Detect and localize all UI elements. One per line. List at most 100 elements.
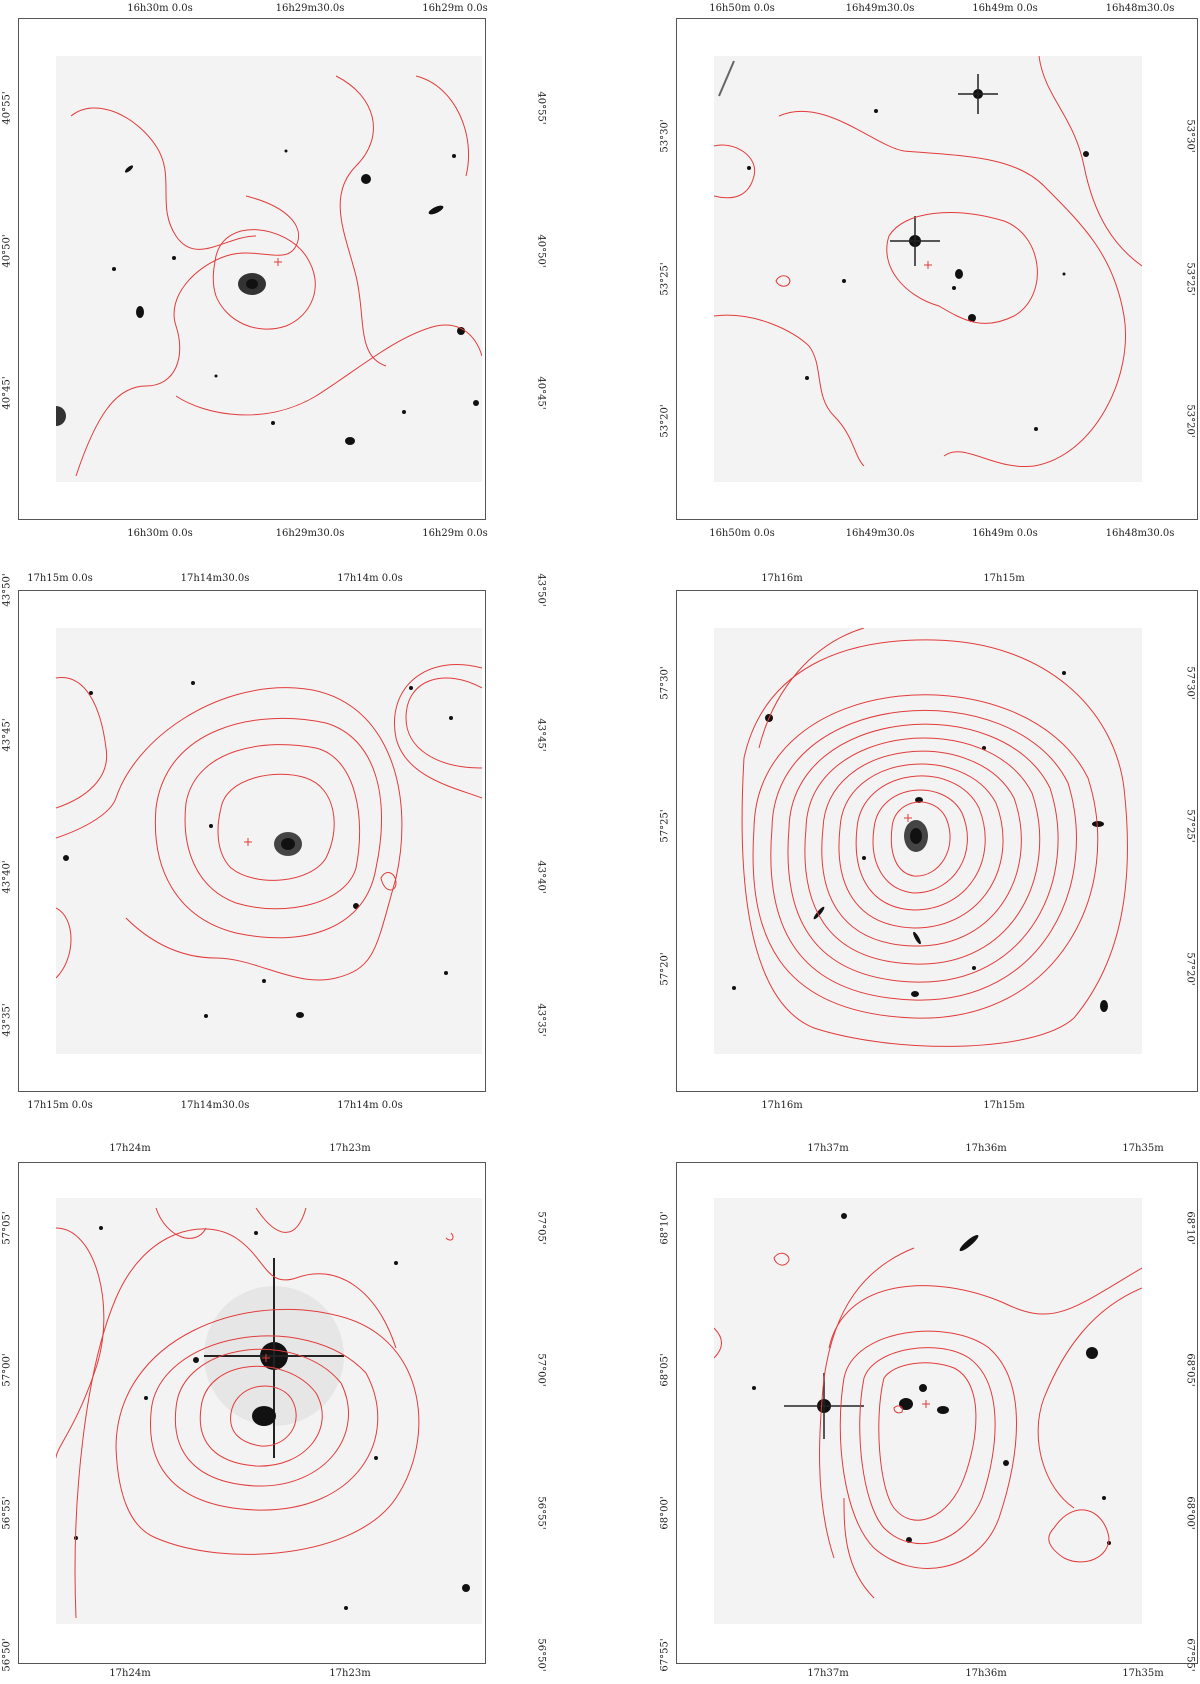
star <box>444 971 448 975</box>
dec-tick-label-left: 53°25' <box>659 262 671 296</box>
panel-2-frame <box>676 18 1198 520</box>
dec-tick-label-right: 68°10' <box>1184 1211 1196 1245</box>
dec-tick-label-left: 40°50' <box>1 234 13 268</box>
dec-tick-label-left: 57°00' <box>1 1353 13 1387</box>
galaxy <box>919 1384 927 1392</box>
dec-tick-label-right: 56°55' <box>535 1496 547 1530</box>
star <box>752 1386 756 1390</box>
panel-5-frame <box>18 1162 486 1664</box>
star <box>473 400 479 406</box>
star <box>344 1606 348 1610</box>
ra-tick-label-bottom: 16h30m 0.0s <box>127 528 193 539</box>
panel-6-contours <box>714 1247 1142 1599</box>
ra-tick-label-bottom: 16h29m30.0s <box>275 528 345 539</box>
panel-6-sky-image <box>714 1198 1142 1624</box>
ra-tick-label-top: 17h14m 0.0s <box>337 573 403 584</box>
star <box>1102 1496 1106 1500</box>
dec-tick-label-right: 40°55' <box>535 91 547 125</box>
galaxy <box>1086 1347 1098 1359</box>
star <box>972 966 976 970</box>
dec-tick-label-right: 53°20' <box>1184 404 1196 438</box>
star <box>1083 151 1089 157</box>
galaxy <box>345 437 355 445</box>
dec-tick-label-left: 43°45' <box>1 718 13 752</box>
galaxy <box>281 838 295 850</box>
galaxy <box>910 828 922 844</box>
dec-tick-label-right: 56°50' <box>535 1638 547 1672</box>
star <box>144 1396 148 1400</box>
dec-tick-label-right: 57°05' <box>535 1211 547 1245</box>
dec-tick-label-right: 53°25' <box>1184 262 1196 296</box>
dec-tick-label-left: 43°40' <box>1 860 13 894</box>
ra-tick-label-bottom: 17h36m <box>965 1668 1007 1679</box>
panel-2-contours <box>714 56 1142 468</box>
dec-tick-label-right: 57°30' <box>1184 666 1196 700</box>
star <box>191 681 195 685</box>
star <box>374 1456 378 1460</box>
galaxy <box>361 174 371 184</box>
center-cross <box>244 838 252 846</box>
dec-tick-label-left: 57°05' <box>1 1211 13 1245</box>
dec-tick-label-left: 57°30' <box>659 666 671 700</box>
ra-tick-label-bottom: 17h14m 0.0s <box>337 1100 403 1111</box>
star <box>89 691 93 695</box>
star <box>732 986 736 990</box>
panel-1-overlay <box>56 75 482 477</box>
dec-tick-label-right: 57°00' <box>535 1353 547 1387</box>
star <box>214 374 218 378</box>
dec-tick-label-left: 40°55' <box>1 91 13 125</box>
star <box>209 824 213 828</box>
ra-tick-label-top: 17h14m30.0s <box>180 573 250 584</box>
panel-4-overlay <box>732 628 1128 1047</box>
panel-3-sky-image <box>56 628 482 1054</box>
star <box>284 149 288 153</box>
star-spikes <box>890 216 940 266</box>
star <box>254 1231 258 1235</box>
dec-tick-label-left: 68°05' <box>659 1353 671 1387</box>
star <box>63 855 69 861</box>
galaxy <box>899 1398 913 1410</box>
ra-tick-label-top: 17h24m <box>109 1143 151 1154</box>
panel-5-sky-image <box>56 1198 482 1624</box>
ra-tick-label-top: 16h49m 0.0s <box>972 3 1038 14</box>
star <box>805 376 809 380</box>
panel-6-frame <box>676 1162 1198 1664</box>
dec-tick-label-right: 40°50' <box>535 234 547 268</box>
star <box>874 109 878 113</box>
star <box>56 406 66 426</box>
dec-tick-label-right: 57°20' <box>1184 952 1196 986</box>
ra-tick-label-bottom: 17h15m 0.0s <box>27 1100 93 1111</box>
star <box>99 1226 103 1230</box>
dec-tick-label-right: 43°40' <box>535 860 547 894</box>
star <box>1062 272 1066 276</box>
galaxy <box>252 1406 276 1426</box>
ra-tick-label-top: 17h36m <box>965 1143 1007 1154</box>
dec-tick-label-left: 43°35' <box>1 1003 13 1037</box>
center-cross <box>904 814 912 822</box>
galaxy <box>952 286 956 290</box>
panel-1-frame <box>18 18 486 520</box>
center-cross <box>262 1354 270 1362</box>
galaxy <box>246 279 258 289</box>
ra-tick-label-top: 17h37m <box>807 1143 849 1154</box>
galaxy <box>124 165 134 173</box>
dec-tick-label-right: 53°30' <box>1184 119 1196 153</box>
dec-tick-label-left: 53°20' <box>659 404 671 438</box>
star <box>1003 1460 1009 1466</box>
star <box>1034 427 1038 431</box>
dec-tick-label-left: 53°30' <box>659 119 671 153</box>
star <box>353 903 359 909</box>
star <box>747 166 751 170</box>
dec-tick-label-left: 56°55' <box>1 1496 13 1530</box>
dec-tick-label-right: 67°55' <box>1184 1638 1196 1672</box>
galaxy <box>428 205 444 215</box>
panel-1-sky-image <box>56 56 482 482</box>
star <box>862 856 866 860</box>
star <box>394 1261 398 1265</box>
star <box>193 1357 199 1363</box>
ra-tick-label-bottom: 17h37m <box>807 1668 849 1679</box>
ra-tick-label-bottom: 17h15m <box>983 1100 1025 1111</box>
panel-1-contours <box>70 75 482 477</box>
dec-tick-label-left: 67°55' <box>659 1638 671 1672</box>
ra-tick-label-bottom: 17h16m <box>761 1100 803 1111</box>
